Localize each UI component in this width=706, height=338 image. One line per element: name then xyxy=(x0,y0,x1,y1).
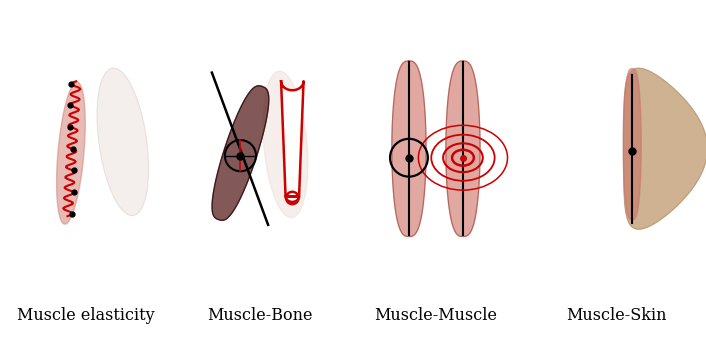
Text: Muscle elasticity: Muscle elasticity xyxy=(18,308,155,324)
Polygon shape xyxy=(212,86,269,220)
Polygon shape xyxy=(56,82,85,224)
Polygon shape xyxy=(431,66,441,232)
Polygon shape xyxy=(281,81,304,202)
Polygon shape xyxy=(446,61,480,237)
Polygon shape xyxy=(623,68,706,229)
Circle shape xyxy=(286,192,299,204)
Polygon shape xyxy=(97,68,148,216)
Text: Muscle-Skin: Muscle-Skin xyxy=(566,308,666,324)
Polygon shape xyxy=(392,61,426,237)
Text: Muscle-Muscle: Muscle-Muscle xyxy=(374,308,497,324)
Polygon shape xyxy=(263,71,308,218)
Text: Muscle-Bone: Muscle-Bone xyxy=(207,308,313,324)
Polygon shape xyxy=(623,69,641,220)
